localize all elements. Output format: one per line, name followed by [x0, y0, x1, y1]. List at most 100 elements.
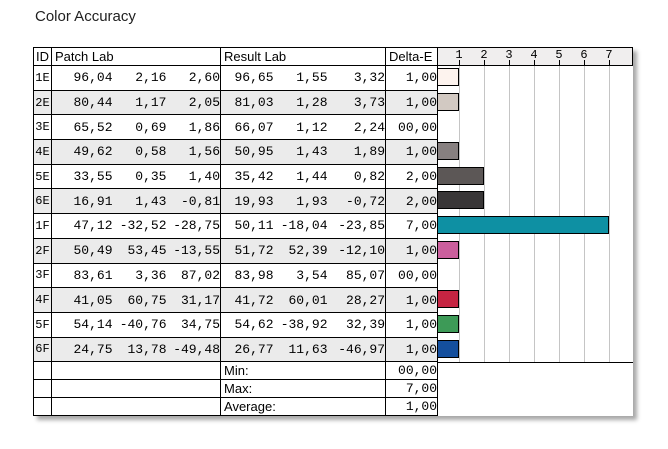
- delta-e-bar: [437, 216, 609, 234]
- patch-b-cell: 1,56: [166, 139, 222, 165]
- patch-b-cell: -0,81: [166, 188, 222, 215]
- gridline: [509, 66, 510, 362]
- table-row: 1E 96,04 2,16 2,60 96,65 1,55 3,32 1,00: [33, 65, 438, 91]
- patch-l-cell: 54,14: [51, 312, 113, 338]
- patch-l-cell: 47,12: [51, 213, 113, 239]
- header-result-lab: Result Lab: [220, 47, 387, 66]
- table-row: 3F 83,61 3,36 87,02 83,98 3,54 85,07 00,00: [33, 263, 438, 289]
- patch-b-cell: -49,48: [166, 337, 222, 363]
- result-l-cell: 19,93: [220, 188, 274, 215]
- delta-e-cell: 2,00: [385, 188, 438, 215]
- min-label: Min:: [220, 361, 387, 381]
- axis-tick-mark: [584, 60, 585, 68]
- delta-e-bar: [437, 191, 484, 209]
- delta-e-cell: 1,00: [385, 238, 438, 264]
- gridline: [559, 66, 560, 362]
- header-delta-e: Delta-E: [385, 47, 438, 66]
- average-value: 1,00: [385, 397, 438, 417]
- axis-tick-label: 2: [480, 48, 488, 62]
- result-a-cell: 3,54: [273, 263, 328, 289]
- delta-e-cell: 1,00: [385, 90, 438, 116]
- axis-tick-label: 3: [505, 48, 513, 62]
- table-row: 2F 50,49 53,45 -13,55 51,72 52,39 -12,10 1,00: [33, 238, 438, 264]
- gridline: [459, 66, 460, 362]
- patch-a-cell: 2,16: [112, 65, 167, 91]
- result-b-cell: -0,72: [327, 188, 387, 215]
- color-accuracy-table: ID Patch Lab Result Lab Delta-E 1E 96,04 2…: [33, 47, 439, 417]
- axis-tick-mark: [484, 60, 485, 68]
- result-a-cell: 1,43: [273, 139, 328, 165]
- result-a-cell: -38,92: [273, 312, 328, 338]
- delta-e-bar: [437, 241, 459, 259]
- page-title: Color Accuracy: [35, 8, 136, 25]
- empty-cell: [51, 361, 222, 381]
- patch-a-cell: 0,58: [112, 139, 167, 165]
- empty-cell: [51, 397, 222, 417]
- table-row: 1F 47,12 -32,52 -28,75 50,11 -18,04 -23,85 7,00: [33, 213, 438, 239]
- patch-l-cell: 80,44: [51, 90, 113, 116]
- delta-e-cell: 1,00: [385, 139, 438, 165]
- result-b-cell: 2,24: [327, 114, 387, 141]
- result-a-cell: 1,28: [273, 90, 328, 116]
- result-l-cell: 96,65: [220, 65, 274, 91]
- result-a-cell: 11,63: [273, 337, 328, 363]
- delta-e-bar: [437, 68, 459, 86]
- axis-tick-label: 5: [555, 48, 563, 62]
- delta-e-cell: 00,00: [385, 263, 438, 289]
- delta-e-bar: [437, 340, 459, 358]
- result-a-cell: 1,55: [273, 65, 328, 91]
- delta-e-cell: 7,00: [385, 213, 438, 239]
- max-label: Max:: [220, 379, 387, 399]
- delta-e-bar: [437, 142, 459, 160]
- delta-e-bar: [437, 290, 459, 308]
- row-id: 4F: [33, 287, 52, 313]
- result-a-cell: 1,44: [273, 164, 328, 190]
- result-l-cell: 50,95: [220, 139, 274, 165]
- delta-e-cell: 2,00: [385, 164, 438, 190]
- header-patch-lab: Patch Lab: [51, 47, 222, 66]
- patch-b-cell: 34,75: [166, 312, 222, 338]
- patch-a-cell: 53,45: [112, 238, 167, 264]
- table-summary: Min: 00,00 Max: 7,00 Average: 1,00: [33, 361, 438, 417]
- patch-a-cell: 0,69: [112, 114, 167, 141]
- axis-tick-mark: [609, 60, 610, 68]
- table-row: 5F 54,14 -40,76 34,75 54,62 -38,92 32,39 1,00: [33, 312, 438, 338]
- gridline: [534, 66, 535, 362]
- patch-l-cell: 24,75: [51, 337, 113, 363]
- summary-row-max: Max: 7,00: [33, 379, 438, 399]
- delta-e-cell: 1,00: [385, 312, 438, 338]
- patch-a-cell: -32,52: [112, 213, 167, 239]
- patch-a-cell: 60,75: [112, 287, 167, 313]
- result-l-cell: 66,07: [220, 114, 274, 141]
- row-id: 1E: [33, 65, 52, 91]
- result-b-cell: -12,10: [327, 238, 387, 264]
- table-row: 4E 49,62 0,58 1,56 50,95 1,43 1,89 1,00: [33, 139, 438, 165]
- axis-tick-mark: [559, 60, 560, 68]
- result-a-cell: 60,01: [273, 287, 328, 313]
- patch-l-cell: 33,55: [51, 164, 113, 190]
- result-l-cell: 26,77: [220, 337, 274, 363]
- patch-l-cell: 49,62: [51, 139, 113, 165]
- result-b-cell: 85,07: [327, 263, 387, 289]
- row-id: 5E: [33, 164, 52, 190]
- patch-b-cell: -28,75: [166, 213, 222, 239]
- table-row: 6F 24,75 13,78 -49,48 26,77 11,63 -46,97 1,00: [33, 337, 438, 363]
- table-body: 1E 96,04 2,16 2,60 96,65 1,55 3,32 1,00 2E 80,44 1…: [33, 65, 438, 363]
- empty-cell: [51, 379, 222, 399]
- patch-b-cell: 87,02: [166, 263, 222, 289]
- result-b-cell: -23,85: [327, 213, 387, 239]
- patch-l-cell: 96,04: [51, 65, 113, 91]
- axis-tick-label: 7: [605, 48, 613, 62]
- table-row: 4F 41,05 60,75 31,17 41,72 60,01 28,27 1,00: [33, 287, 438, 313]
- gridline: [484, 66, 485, 362]
- row-id: 6F: [33, 337, 52, 363]
- result-b-cell: -46,97: [327, 337, 387, 363]
- result-b-cell: 3,73: [327, 90, 387, 116]
- result-l-cell: 51,72: [220, 238, 274, 264]
- patch-b-cell: 2,05: [166, 90, 222, 116]
- result-b-cell: 3,32: [327, 65, 387, 91]
- axis-tick-label: 1: [455, 48, 463, 62]
- result-b-cell: 28,27: [327, 287, 387, 313]
- delta-e-bar: [437, 315, 459, 333]
